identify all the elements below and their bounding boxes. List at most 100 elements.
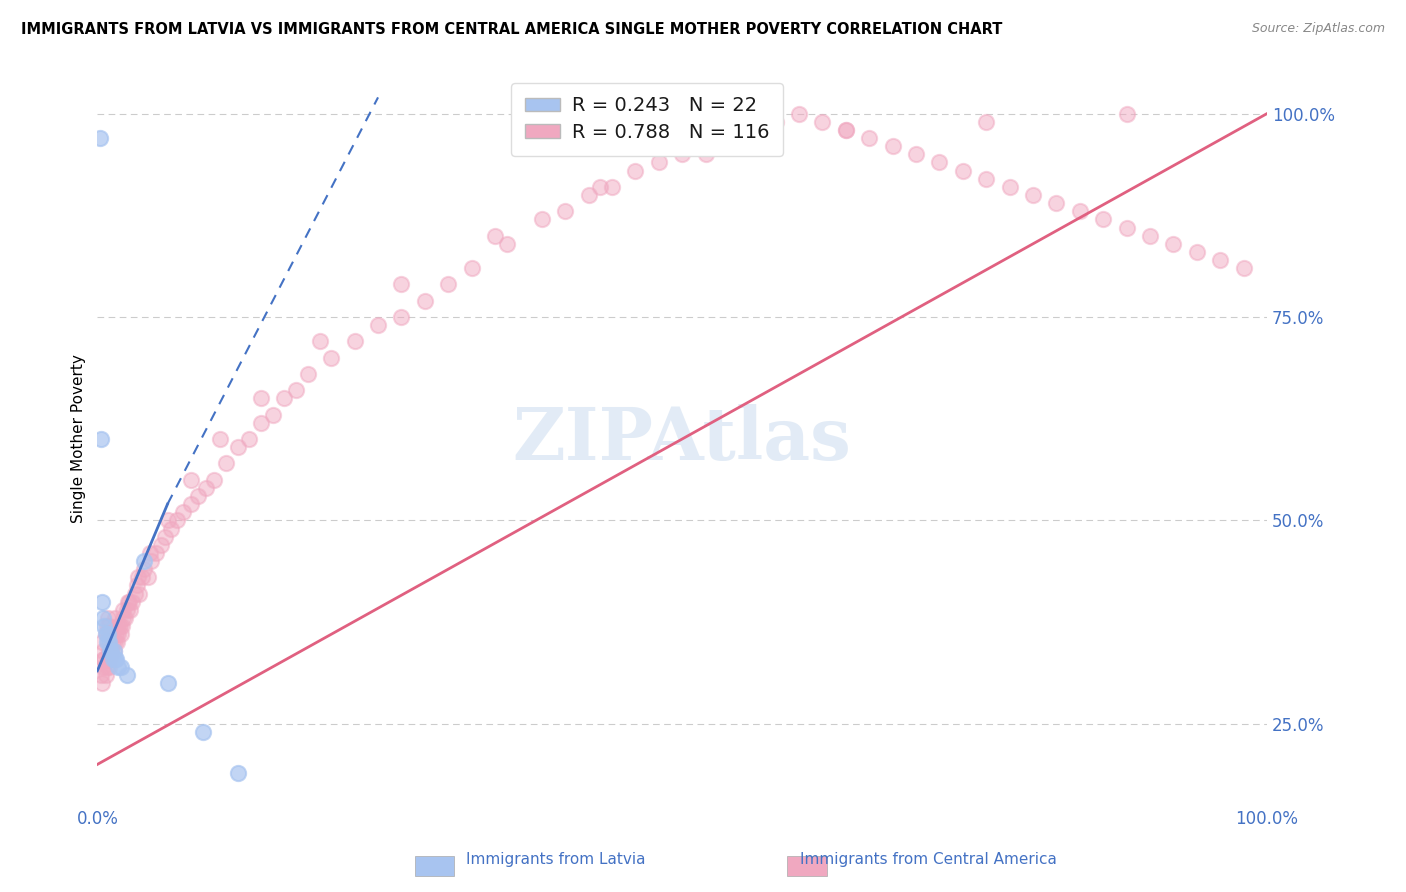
Point — [1232, 261, 1254, 276]
Point — [413, 293, 436, 308]
Point — [107, 627, 129, 641]
Point — [98, 643, 121, 657]
Point — [103, 643, 125, 657]
Point — [273, 392, 295, 406]
Point — [111, 619, 134, 633]
Point — [104, 635, 127, 649]
Point — [145, 546, 167, 560]
Point — [952, 163, 974, 178]
Point — [1069, 204, 1091, 219]
Point — [1092, 212, 1115, 227]
Point — [202, 473, 225, 487]
Point — [131, 570, 153, 584]
Point — [97, 651, 120, 665]
Point — [105, 635, 128, 649]
Point — [105, 627, 128, 641]
Point — [741, 123, 763, 137]
Legend: R = 0.243   N = 22, R = 0.788   N = 116: R = 0.243 N = 22, R = 0.788 N = 116 — [512, 83, 783, 156]
Point — [882, 139, 904, 153]
Point — [998, 179, 1021, 194]
Point — [153, 530, 176, 544]
Point — [1115, 106, 1137, 120]
Point — [1115, 220, 1137, 235]
Point — [974, 171, 997, 186]
Point — [695, 139, 717, 153]
Point — [460, 261, 482, 276]
Point — [96, 660, 118, 674]
Point — [127, 578, 149, 592]
Point — [974, 115, 997, 129]
Point — [110, 660, 132, 674]
Point — [160, 521, 183, 535]
Point — [149, 538, 172, 552]
Point — [195, 481, 218, 495]
Point — [91, 676, 114, 690]
Point — [495, 236, 517, 251]
Point — [98, 619, 121, 633]
Point — [115, 603, 138, 617]
Point — [156, 513, 179, 527]
Point — [624, 163, 647, 178]
Point — [114, 611, 136, 625]
Text: Immigrants from Latvia: Immigrants from Latvia — [465, 852, 645, 867]
Point — [94, 668, 117, 682]
Point — [94, 627, 117, 641]
Point — [91, 643, 114, 657]
Point — [180, 497, 202, 511]
Point — [262, 408, 284, 422]
Point — [89, 131, 111, 145]
Text: Source: ZipAtlas.com: Source: ZipAtlas.com — [1251, 22, 1385, 36]
Point — [112, 611, 135, 625]
Point — [226, 765, 249, 780]
Point — [858, 131, 880, 145]
Point — [717, 131, 740, 145]
Point — [139, 546, 162, 560]
Point — [238, 432, 260, 446]
Point — [1139, 228, 1161, 243]
Point — [121, 595, 143, 609]
Point — [96, 635, 118, 649]
Point — [128, 586, 150, 600]
Point — [321, 351, 343, 365]
Text: ZIPAtlas: ZIPAtlas — [513, 403, 852, 475]
Point — [134, 554, 156, 568]
Point — [1185, 244, 1208, 259]
Point — [91, 611, 114, 625]
Point — [191, 724, 214, 739]
Point — [104, 611, 127, 625]
Point — [1163, 236, 1185, 251]
Point — [187, 489, 209, 503]
Point — [166, 513, 188, 527]
Point — [91, 595, 114, 609]
Point — [110, 627, 132, 641]
Point — [367, 318, 389, 333]
Point — [484, 228, 506, 243]
Point — [98, 651, 121, 665]
Point — [90, 668, 112, 682]
Point — [437, 277, 460, 292]
Point — [118, 595, 141, 609]
Point — [209, 432, 232, 446]
Point — [107, 660, 129, 674]
Point — [91, 635, 114, 649]
Point — [391, 310, 413, 324]
Point — [285, 383, 308, 397]
Point — [96, 619, 118, 633]
Point — [101, 651, 124, 665]
Point — [671, 147, 693, 161]
Point — [250, 392, 273, 406]
Point — [134, 562, 156, 576]
Point — [156, 676, 179, 690]
Point — [578, 188, 600, 202]
Point — [589, 179, 612, 194]
Point — [695, 147, 717, 161]
Point — [308, 334, 330, 349]
Point — [1209, 253, 1232, 268]
Point — [100, 643, 122, 657]
Point — [1045, 196, 1067, 211]
Point — [124, 586, 146, 600]
Point — [93, 651, 115, 665]
Point — [648, 155, 671, 169]
Point — [928, 155, 950, 169]
Point — [226, 440, 249, 454]
